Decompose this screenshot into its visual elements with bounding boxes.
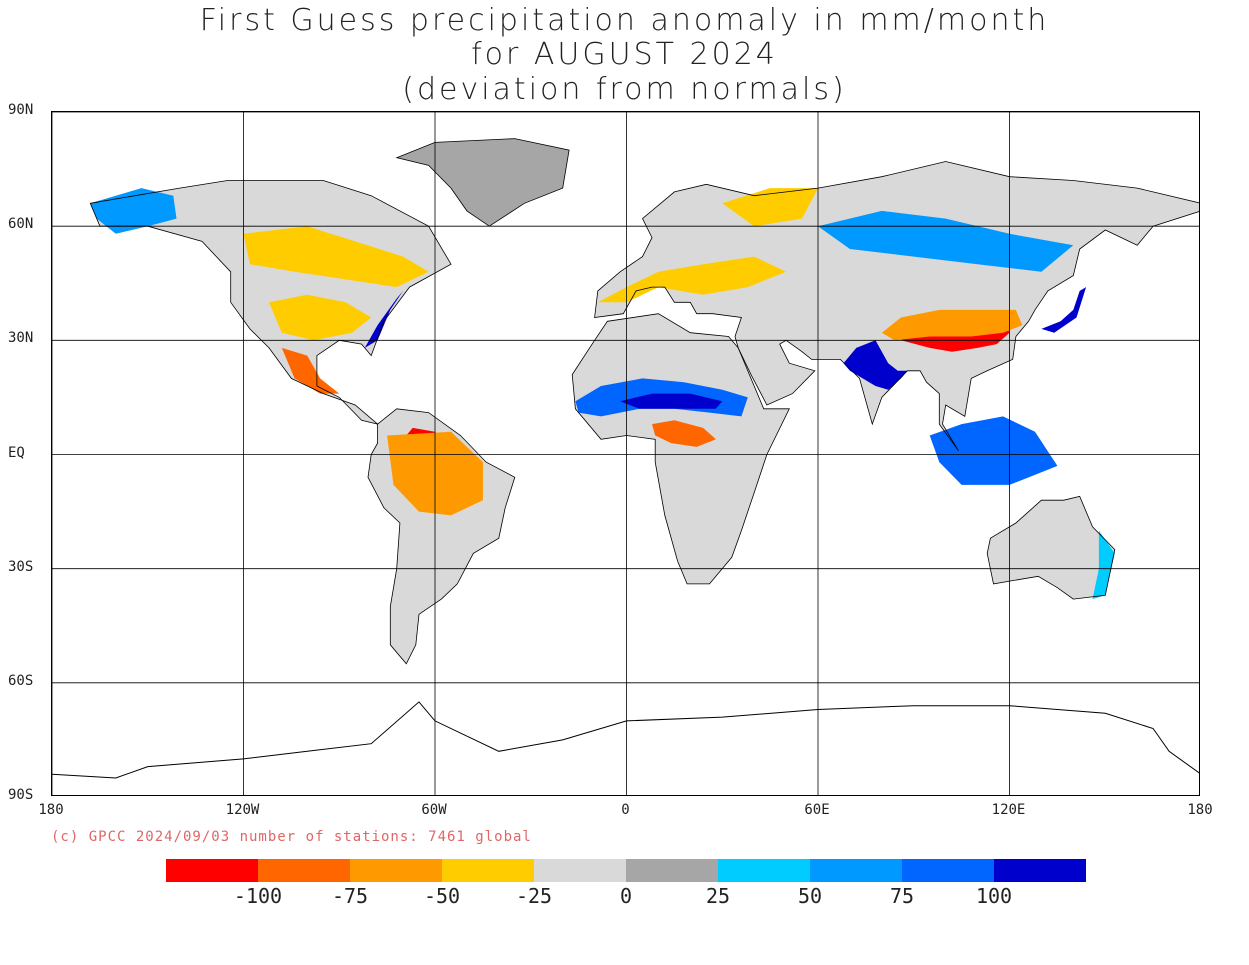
- longitude-label: 60E: [804, 802, 830, 818]
- longitude-label: 180: [38, 802, 64, 818]
- latitude-label: 60S: [8, 672, 34, 689]
- region-europe-dry: [597, 256, 787, 303]
- colorbar-tick-label: 0: [619, 884, 633, 908]
- region-central-africa-dry: [652, 420, 716, 447]
- region-india-wet: [843, 340, 908, 390]
- colorbar-swatch: [442, 859, 534, 882]
- colorbar-swatch: [810, 859, 902, 882]
- longitude-label: 180: [1187, 802, 1213, 818]
- map-title-line1: First Guess precipitation anomaly in mm/…: [199, 3, 1050, 38]
- region-australia-east-wet: [1092, 530, 1115, 600]
- longitude-label: 60W: [421, 802, 447, 818]
- colorbar-swatch: [166, 859, 258, 882]
- map-title-line3: (deviation from normals): [402, 72, 847, 107]
- latitude-label: 90S: [8, 787, 34, 803]
- longitude-label: 120E: [991, 802, 1026, 818]
- colorbar-swatch: [534, 859, 626, 882]
- map-title-line2: for AUGUST 2024: [471, 37, 778, 72]
- colorbar-swatch: [626, 859, 718, 882]
- region-us-dry: [269, 294, 372, 341]
- coastline-africa: [571, 313, 790, 585]
- data-credit: (c) GPCC 2024/09/03 number of stations: …: [51, 829, 532, 845]
- latitude-label: 90N: [8, 102, 34, 118]
- coastline-south-america: [367, 408, 516, 665]
- colorbar-tick-label: -25: [515, 884, 553, 908]
- region-antarctica-coast: [52, 701, 1199, 779]
- colorbar-swatch: [902, 859, 994, 882]
- latitude-label: EQ: [8, 444, 25, 461]
- region-japan-wet: [1041, 287, 1087, 333]
- coastline-greenland: [395, 138, 570, 227]
- region-canada-dry: [243, 226, 429, 288]
- longitude-label: 0: [621, 802, 630, 818]
- colorbar-swatch: [258, 859, 350, 882]
- region-mexico-dry: [281, 347, 340, 394]
- region-europe-asia: [594, 161, 1199, 451]
- colorbar-swatch: [350, 859, 442, 882]
- region-greenland: [396, 138, 570, 227]
- colorbar-tick-label: 25: [705, 884, 731, 908]
- precipitation-map: [52, 112, 1199, 795]
- map-plot-area: [51, 111, 1200, 796]
- colorbar-tick-label: -100: [233, 884, 283, 908]
- coastline-north-america: [89, 180, 452, 425]
- colorbar-tick-label: 75: [889, 884, 915, 908]
- colorbar-tick-label: -50: [423, 884, 461, 908]
- region-us-east-wet: [364, 290, 404, 348]
- colorbar-tick-label: -75: [331, 884, 369, 908]
- region-china-dry-band: [881, 309, 1023, 341]
- colorbar-swatch: [994, 859, 1086, 882]
- latitude-label: 60N: [8, 216, 34, 233]
- latitude-label: 30S: [8, 558, 34, 575]
- region-se-asia-wet: [929, 416, 1058, 485]
- region-sahel-core: [620, 393, 723, 409]
- colorbar-swatch: [718, 859, 810, 882]
- colorbar: [166, 859, 1086, 882]
- colorbar-tick-label: 100: [975, 884, 1013, 908]
- region-australia: [987, 496, 1115, 600]
- region-russia-dry: [722, 188, 818, 227]
- longitude-label: 120W: [225, 802, 260, 818]
- coastline-australia: [986, 495, 1116, 600]
- latitude-label: 30N: [8, 330, 34, 347]
- colorbar-tick-label: 50: [797, 884, 823, 908]
